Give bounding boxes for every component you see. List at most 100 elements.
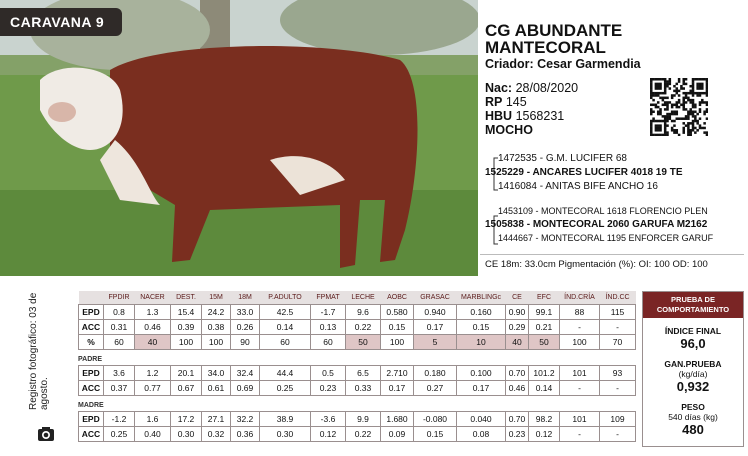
qr-module — [652, 98, 655, 102]
qr-module — [684, 94, 688, 97]
qr-module — [650, 103, 653, 107]
table-cell: 0.25 — [103, 426, 135, 442]
qr-module — [682, 122, 685, 125]
qr-module — [668, 78, 672, 81]
table-cell: 33.0 — [230, 304, 260, 320]
qr-module — [650, 91, 653, 95]
breeder: Cesar Garmendia — [537, 57, 641, 71]
qr-module — [656, 112, 660, 116]
qr-module — [682, 129, 685, 132]
qr-module — [684, 96, 688, 100]
qr-module — [650, 124, 653, 127]
qr-module — [656, 124, 660, 127]
qr-module — [694, 119, 697, 123]
table-cell: 0.37 — [103, 380, 135, 396]
qr-module — [650, 96, 653, 100]
qr-module — [705, 80, 708, 83]
photo — [0, 0, 478, 276]
table-cell: 0.90 — [505, 304, 529, 320]
qr-module — [675, 103, 679, 107]
qr-module — [661, 78, 665, 81]
qr-module — [705, 133, 708, 136]
qr-module — [696, 84, 699, 88]
qr-module — [666, 131, 669, 134]
qr-module — [680, 87, 683, 90]
qr-module — [689, 129, 692, 132]
qr-module — [652, 110, 655, 113]
qr-module — [689, 133, 692, 136]
qr-module — [694, 110, 697, 113]
qr-module — [659, 78, 662, 81]
qr-module — [656, 129, 660, 132]
qr-module — [670, 129, 674, 132]
table-cell: 27.1 — [201, 411, 231, 427]
qr-module — [650, 82, 653, 86]
qr-module — [691, 115, 695, 118]
qr-module — [691, 82, 695, 86]
qr-module — [689, 131, 692, 134]
table-cell: 0.22 — [345, 319, 381, 335]
qr-module — [684, 117, 688, 120]
table-cell: 1.2 — [134, 365, 171, 381]
qr-module — [659, 96, 662, 100]
qr-module — [705, 89, 708, 93]
qr-module — [701, 98, 704, 102]
table-cell: 1.3 — [134, 304, 171, 320]
qr-module — [682, 87, 685, 90]
qr-module — [701, 126, 704, 130]
qr-module — [661, 133, 665, 136]
qr-module — [663, 91, 667, 95]
qr-module — [703, 131, 706, 134]
qr-module — [689, 122, 692, 125]
table-cell: - — [599, 426, 636, 442]
qr-module — [698, 84, 702, 88]
column-header: EFC — [537, 294, 551, 301]
qr-module — [691, 112, 695, 116]
qr-module — [691, 110, 695, 113]
table-cell: 0.160 — [456, 304, 506, 320]
header-row: FPDIR NACER DEST. 15M 18M P.ADULTO FPMAT LECHE A… — [78, 291, 636, 305]
performance-title: PRUEBA DE COMPORTAMIENTO — [643, 292, 743, 318]
qr-module — [694, 117, 697, 120]
row-label: EPD — [78, 365, 104, 381]
qr-module — [659, 84, 662, 88]
qr-module — [675, 112, 679, 116]
table-cell: 90 — [230, 334, 260, 350]
qr-module — [701, 84, 704, 88]
qr-module — [691, 129, 695, 132]
table-cell: 0.31 — [103, 319, 135, 335]
pedigree-sire-dam: 1416084 - ANITAS BIFE ANCHO 16 — [498, 181, 658, 192]
pedigree-sire-sire: 1472535 - G.M. LUCIFER 68 — [498, 153, 627, 164]
qr-module — [680, 117, 683, 120]
table-cell: 93 — [599, 365, 636, 381]
qr-module — [687, 98, 690, 102]
qr-module — [675, 129, 679, 132]
table-cell: 101 — [559, 365, 600, 381]
qr-module — [659, 110, 662, 113]
qr-module — [650, 119, 653, 123]
qr-module — [668, 101, 672, 104]
camera-icon — [38, 427, 54, 441]
table-cell: -1.2 — [103, 411, 135, 427]
qr-module — [687, 122, 690, 125]
qr-module — [656, 82, 660, 86]
qr-module — [663, 108, 667, 111]
table-cell: 0.22 — [345, 426, 381, 442]
qr-module — [705, 91, 708, 95]
qr-module — [656, 101, 660, 104]
table-cell: 0.46 — [134, 319, 171, 335]
qr-module — [682, 91, 685, 95]
epd-table: FPDIR NACER DEST. 15M 18M P.ADULTO FPMAT LECHE A… — [78, 291, 636, 350]
column-header: 15M — [209, 294, 223, 301]
table-cell: 0.70 — [505, 411, 529, 427]
table-cell: 32.2 — [230, 411, 260, 427]
qr-module — [696, 112, 699, 116]
table-cell: 0.100 — [456, 365, 506, 381]
qr-module — [698, 91, 702, 95]
table-cell: 17.2 — [170, 411, 202, 427]
qr-module — [684, 115, 688, 118]
qr-module — [689, 112, 692, 116]
qr-module — [666, 82, 669, 86]
qr-module — [689, 91, 692, 95]
column-header: FPMAT — [316, 294, 340, 301]
